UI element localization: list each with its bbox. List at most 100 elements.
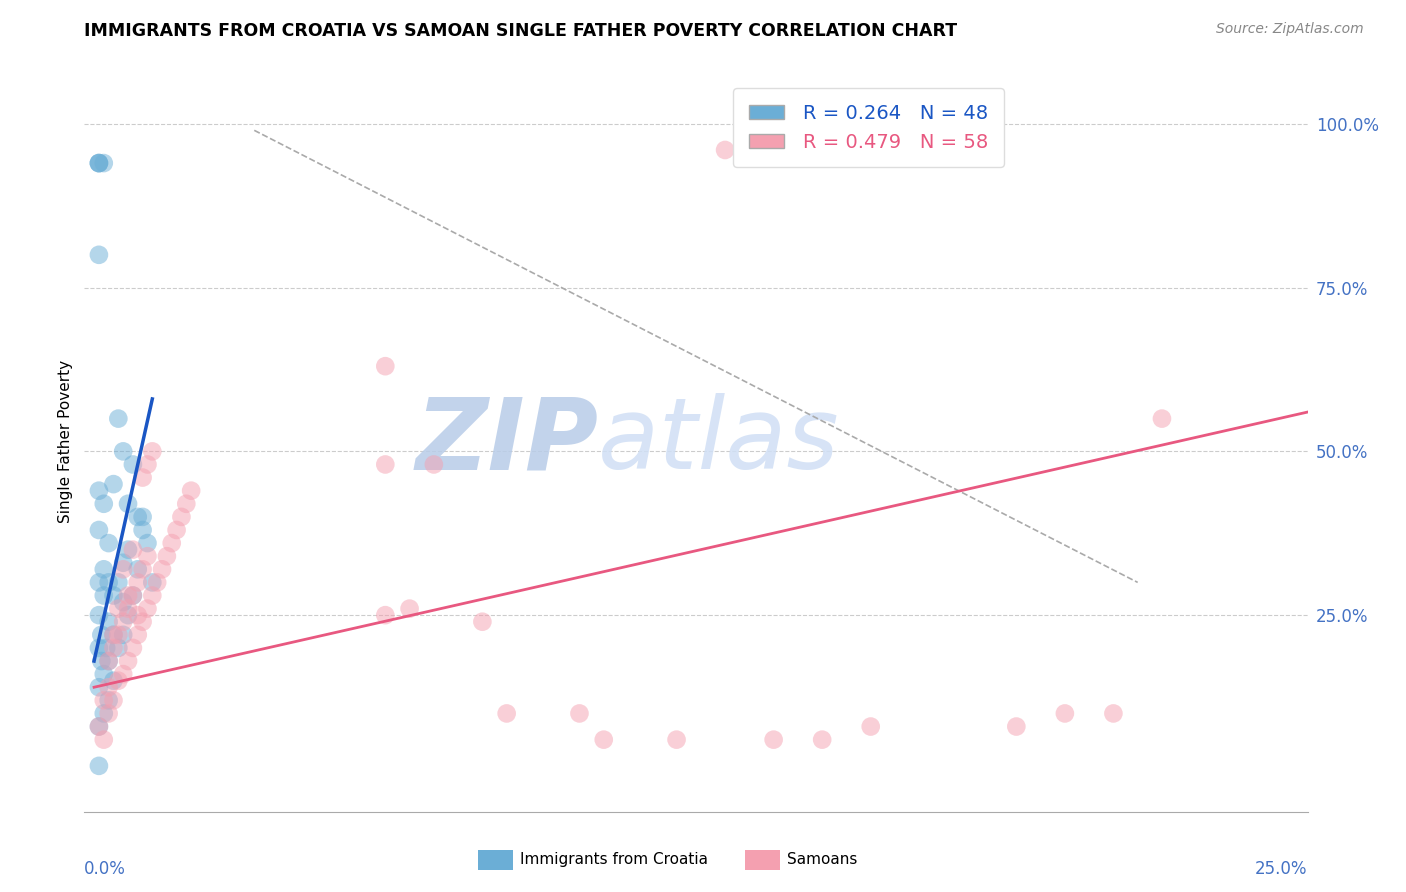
Point: [117, 542, 139, 557]
Point: [156, 549, 179, 564]
Point: [103, 640, 125, 655]
Point: [160, 536, 183, 550]
Point: [107, 640, 129, 655]
Point: [90, 654, 112, 668]
Text: Samoans: Samoans: [787, 853, 858, 867]
Point: [592, 732, 614, 747]
Point: [87, 640, 110, 655]
Point: [1005, 720, 1028, 734]
Point: [122, 589, 145, 603]
Point: [90, 628, 112, 642]
Point: [714, 143, 737, 157]
Point: [93, 732, 115, 747]
Point: [93, 706, 115, 721]
Text: IMMIGRANTS FROM CROATIA VS SAMOAN SINGLE FATHER POVERTY CORRELATION CHART: IMMIGRANTS FROM CROATIA VS SAMOAN SINGLE…: [84, 22, 957, 40]
Point: [87, 608, 110, 623]
Point: [117, 497, 139, 511]
Point: [117, 608, 139, 623]
Point: [131, 523, 153, 537]
Point: [374, 458, 396, 472]
Point: [180, 483, 202, 498]
Point: [107, 575, 129, 590]
Point: [87, 156, 110, 170]
Legend: R = 0.264   N = 48, R = 0.479   N = 58: R = 0.264 N = 48, R = 0.479 N = 58: [734, 88, 1004, 168]
Point: [374, 359, 396, 374]
Text: Immigrants from Croatia: Immigrants from Croatia: [520, 853, 709, 867]
Point: [103, 477, 125, 491]
Point: [141, 575, 163, 590]
Point: [495, 706, 517, 721]
Point: [93, 693, 115, 707]
Point: [117, 601, 139, 615]
Point: [859, 720, 882, 734]
Point: [112, 562, 135, 576]
Point: [107, 411, 129, 425]
Point: [122, 542, 145, 557]
Point: [1150, 411, 1173, 425]
Point: [141, 444, 163, 458]
Point: [150, 562, 173, 576]
Text: ZIP: ZIP: [415, 393, 598, 490]
Point: [97, 536, 120, 550]
Point: [96, 640, 118, 655]
Point: [127, 628, 149, 642]
Point: [87, 575, 110, 590]
Text: atlas: atlas: [598, 393, 839, 490]
Point: [103, 693, 125, 707]
Point: [87, 483, 110, 498]
Point: [170, 509, 193, 524]
Point: [174, 497, 197, 511]
Point: [93, 667, 115, 681]
Point: [97, 654, 120, 668]
Point: [127, 509, 149, 524]
Point: [568, 706, 591, 721]
Point: [87, 248, 110, 262]
Point: [107, 673, 129, 688]
Point: [127, 575, 149, 590]
Point: [87, 720, 110, 734]
Point: [97, 693, 120, 707]
Point: [93, 589, 115, 603]
Point: [97, 706, 120, 721]
Point: [146, 575, 169, 590]
Point: [112, 556, 135, 570]
Point: [112, 615, 135, 629]
Point: [112, 628, 135, 642]
Point: [665, 732, 688, 747]
Point: [112, 667, 135, 681]
Point: [87, 680, 110, 694]
Point: [103, 589, 125, 603]
Text: 25.0%: 25.0%: [1256, 860, 1308, 878]
Point: [112, 444, 135, 458]
Point: [87, 156, 110, 170]
Point: [122, 589, 145, 603]
Point: [136, 549, 159, 564]
Point: [117, 589, 139, 603]
Point: [87, 523, 110, 537]
Point: [423, 458, 446, 472]
Point: [103, 673, 125, 688]
Point: [141, 589, 163, 603]
Point: [87, 156, 110, 170]
Point: [103, 628, 125, 642]
Point: [131, 509, 153, 524]
Point: [87, 720, 110, 734]
Point: [127, 562, 149, 576]
Point: [97, 575, 120, 590]
Point: [374, 608, 396, 623]
Point: [131, 562, 153, 576]
Point: [107, 628, 129, 642]
Point: [136, 536, 159, 550]
Point: [93, 156, 115, 170]
Point: [97, 615, 120, 629]
Point: [112, 595, 135, 609]
Point: [136, 458, 159, 472]
Point: [103, 628, 125, 642]
Point: [471, 615, 494, 629]
Point: [398, 601, 420, 615]
Point: [107, 601, 129, 615]
Text: Source: ZipAtlas.com: Source: ZipAtlas.com: [1216, 22, 1364, 37]
Point: [762, 732, 785, 747]
Point: [1053, 706, 1076, 721]
Y-axis label: Single Father Poverty: Single Father Poverty: [58, 360, 73, 523]
